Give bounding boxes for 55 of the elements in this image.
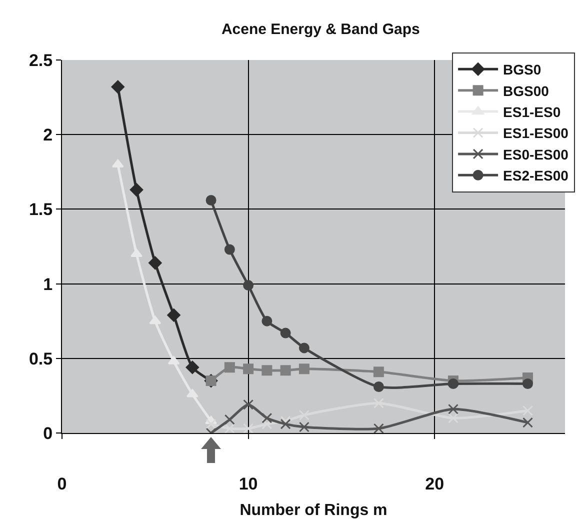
point bbox=[224, 423, 235, 433]
x-axis-title: Number of Rings m bbox=[240, 502, 388, 519]
point bbox=[280, 328, 291, 338]
point bbox=[280, 416, 291, 426]
point bbox=[373, 382, 384, 392]
point bbox=[373, 366, 384, 378]
legend-label: ES2-ES00 bbox=[503, 168, 569, 184]
y-tick-label: 0 bbox=[43, 424, 53, 443]
point bbox=[206, 195, 216, 206]
x-tick-label: 20 bbox=[425, 474, 444, 494]
y-tick-label: 1 bbox=[43, 274, 53, 294]
y-tick-label: 2 bbox=[43, 126, 53, 145]
point bbox=[186, 388, 198, 398]
point bbox=[262, 365, 272, 376]
point bbox=[448, 378, 458, 390]
point bbox=[206, 418, 216, 430]
point bbox=[224, 362, 235, 373]
legend-label: ES1-ES0 bbox=[503, 104, 561, 120]
point bbox=[448, 404, 458, 414]
x-tick-label: 10 bbox=[238, 474, 258, 494]
legend-label: BGS0 bbox=[503, 62, 542, 78]
point bbox=[448, 412, 458, 424]
point bbox=[262, 412, 272, 424]
point bbox=[298, 342, 310, 354]
y-tick-label: 0.5 bbox=[28, 349, 53, 368]
point bbox=[522, 417, 533, 428]
y-tick-label: 2.5 bbox=[28, 50, 53, 70]
point bbox=[167, 308, 180, 322]
point bbox=[522, 378, 533, 390]
point bbox=[522, 405, 533, 416]
point bbox=[280, 365, 291, 376]
y-tick-label: 1.5 bbox=[28, 200, 53, 220]
point bbox=[130, 183, 144, 196]
point bbox=[186, 360, 200, 374]
point bbox=[149, 316, 162, 324]
legend-label: ES0-ES00 bbox=[503, 146, 569, 162]
point bbox=[148, 256, 162, 270]
x-tick-label: 0 bbox=[57, 474, 67, 494]
legend-label: ES1-ES00 bbox=[503, 125, 569, 142]
point bbox=[111, 80, 124, 94]
point bbox=[224, 414, 235, 425]
point bbox=[130, 248, 142, 257]
point bbox=[243, 399, 254, 410]
point bbox=[243, 364, 254, 374]
point bbox=[280, 418, 291, 430]
point bbox=[224, 244, 235, 255]
chart-title: Acene Energy & Band Gaps bbox=[221, 20, 420, 38]
point bbox=[243, 280, 254, 291]
point bbox=[298, 410, 310, 420]
point bbox=[243, 423, 254, 433]
point bbox=[262, 316, 272, 326]
point bbox=[298, 422, 310, 432]
point bbox=[298, 364, 310, 374]
legend-label: BGS00 bbox=[503, 82, 550, 99]
point bbox=[373, 423, 384, 433]
